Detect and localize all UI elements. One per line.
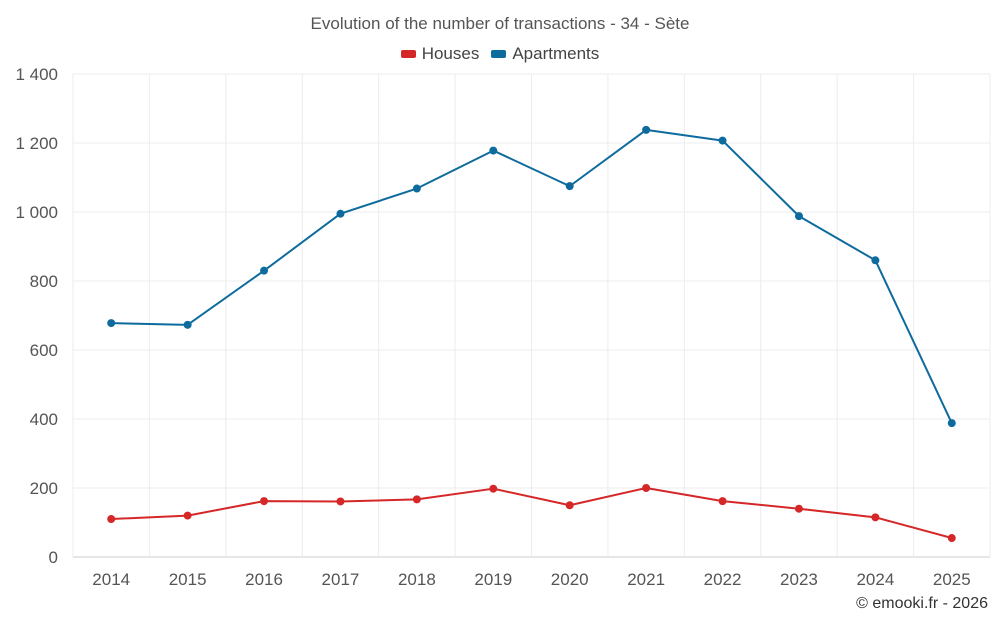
series-line-houses <box>111 487 953 539</box>
x-tick-label-2015: 2015 <box>169 570 207 589</box>
y-tick-label-5: 1 000 <box>15 203 58 222</box>
chart-title: Evolution of the number of transactions … <box>310 14 690 33</box>
data-point-houses-2022 <box>718 497 727 506</box>
data-point-houses-2021 <box>642 484 651 492</box>
legend-swatch-apartments <box>491 50 507 58</box>
y-tick-label-3: 600 <box>30 341 58 360</box>
y-tick-label-4: 800 <box>30 272 58 291</box>
data-point-houses-2018 <box>412 495 421 504</box>
copyright-credit: © emooki.fr - 2026 <box>856 595 988 612</box>
legend-item-houses[interactable]: Houses <box>400 44 480 64</box>
data-point-houses-2015 <box>183 511 192 520</box>
data-point-houses-2016 <box>260 497 269 506</box>
data-point-houses-2023 <box>794 504 803 513</box>
legend-label-houses: Houses <box>421 44 480 63</box>
y-tick-label-2: 400 <box>30 410 58 429</box>
legend-label-apartments: Apartments <box>512 44 600 63</box>
data-point-apartments-2015 <box>183 320 192 329</box>
data-point-houses-2024 <box>871 513 880 522</box>
x-tick-label-2020: 2020 <box>551 570 589 589</box>
x-tick-label-2017: 2017 <box>322 570 360 589</box>
y-tick-label-0: 0 <box>49 548 58 567</box>
data-point-apartments-2022 <box>718 136 727 145</box>
data-point-houses-2017 <box>336 497 345 506</box>
data-point-apartments-2017 <box>336 209 345 218</box>
y-tick-label-1: 200 <box>30 479 58 498</box>
data-point-houses-2025 <box>947 534 956 543</box>
data-point-houses-2014 <box>107 515 116 524</box>
legend-swatch-houses <box>400 50 416 58</box>
data-point-apartments-2018 <box>412 184 421 193</box>
legend-item-apartments[interactable]: Apartments <box>491 44 599 64</box>
x-tick-label-2014: 2014 <box>92 570 130 589</box>
data-point-apartments-2020 <box>565 182 574 191</box>
data-point-apartments-2016 <box>260 266 269 275</box>
x-tick-label-2022: 2022 <box>704 570 742 589</box>
x-tick-label-2016: 2016 <box>245 570 283 589</box>
y-tick-label-6: 1 200 <box>15 134 58 153</box>
legend: Houses Apartments <box>0 44 1000 64</box>
data-point-apartments-2019 <box>489 146 498 155</box>
data-point-apartments-2023 <box>794 212 803 221</box>
data-point-apartments-2021 <box>642 125 651 134</box>
data-point-houses-2019 <box>489 484 498 493</box>
series-line-apartments <box>111 128 953 424</box>
data-point-apartments-2025 <box>947 419 956 428</box>
data-point-houses-2020 <box>565 501 574 510</box>
x-tick-label-2025: 2025 <box>933 570 971 589</box>
x-tick-label-2023: 2023 <box>780 570 818 589</box>
data-point-apartments-2014 <box>107 319 116 328</box>
x-tick-label-2024: 2024 <box>856 570 894 589</box>
x-tick-label-2018: 2018 <box>398 570 436 589</box>
y-tick-label-7: 1 400 <box>15 65 58 84</box>
data-point-apartments-2024 <box>871 256 880 265</box>
x-tick-label-2019: 2019 <box>474 570 512 589</box>
x-tick-label-2021: 2021 <box>627 570 665 589</box>
